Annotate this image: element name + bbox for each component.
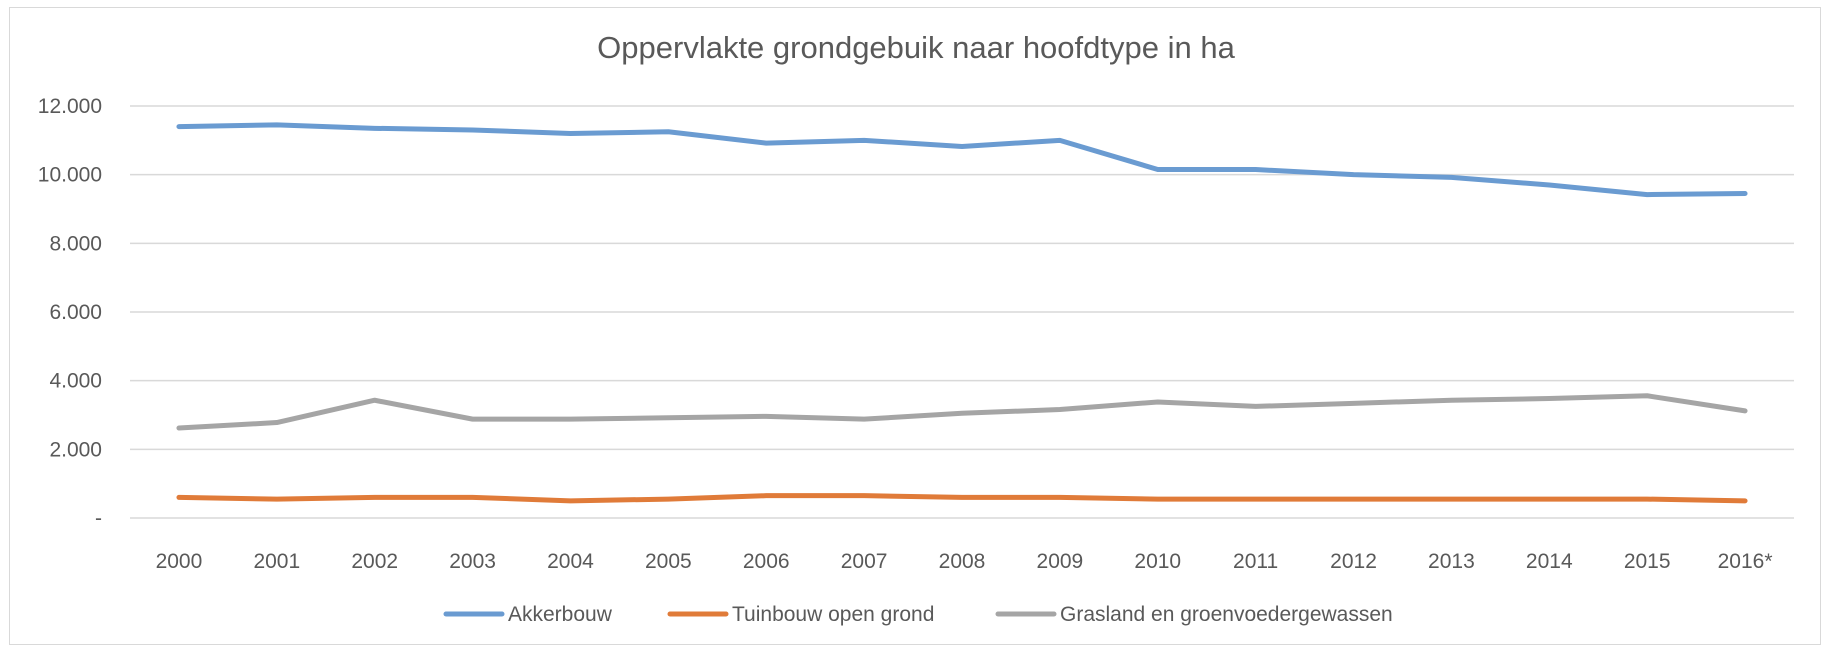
chart-frame: Oppervlakte grondgebuik naar hoofdtype i… (9, 7, 1821, 645)
x-tick-label: 2007 (841, 550, 888, 573)
x-tick-label: 2003 (449, 550, 496, 573)
y-tick-label: 6.000 (49, 301, 102, 324)
line-chart: Oppervlakte grondgebuik naar hoofdtype i… (38, 30, 1794, 626)
x-tick-label: 2014 (1526, 550, 1573, 573)
series-line-2 (176, 393, 1748, 431)
x-tick-label: 2010 (1134, 550, 1181, 573)
legend: Akkerbouw Tuinbouw open grond Grasland en … (443, 603, 1393, 626)
x-tick-label: 2006 (743, 550, 790, 573)
legend-label-2: Grasland en groenvoedergewassen (1060, 603, 1393, 626)
x-tick-label: 2011 (1233, 550, 1278, 573)
x-axis-tick-labels: 2000 2001 2002 2003 2004 2005 2006 2007 2008 2009… (156, 550, 1773, 573)
y-axis-tick-labels: - 2.000 4.000 6.000 8.000 10.000 12.000 (38, 95, 102, 530)
y-tick-label: 8.000 (49, 232, 102, 255)
x-tick-label: 2015 (1624, 550, 1671, 573)
x-tick-label: 2005 (645, 550, 692, 573)
x-tick-label: 2008 (939, 550, 986, 573)
series-lines (176, 122, 1748, 504)
y-tick-label: 2.000 (49, 438, 102, 461)
legend-label-0: Akkerbouw (508, 603, 613, 626)
series-line-0 (176, 122, 1748, 198)
legend-label-1: Tuinbouw open grond (732, 603, 934, 626)
x-tick-label: 2001 (253, 550, 300, 573)
series-line-1 (176, 493, 1748, 504)
chart-title: Oppervlakte grondgebuik naar hoofdtype i… (597, 30, 1235, 65)
x-tick-label: 2000 (156, 550, 203, 573)
y-tick-label: - (95, 507, 102, 530)
y-tick-label: 4.000 (49, 370, 102, 393)
gridlines (130, 105, 1794, 519)
y-tick-label: 10.000 (38, 164, 102, 187)
x-tick-label: 2009 (1037, 550, 1084, 573)
x-tick-label: 2004 (547, 550, 594, 573)
x-tick-label: 2012 (1330, 550, 1377, 573)
x-tick-label: 2016* (1718, 550, 1773, 573)
y-tick-label: 12.000 (38, 95, 102, 118)
x-tick-label: 2002 (351, 550, 398, 573)
x-tick-label: 2013 (1428, 550, 1475, 573)
